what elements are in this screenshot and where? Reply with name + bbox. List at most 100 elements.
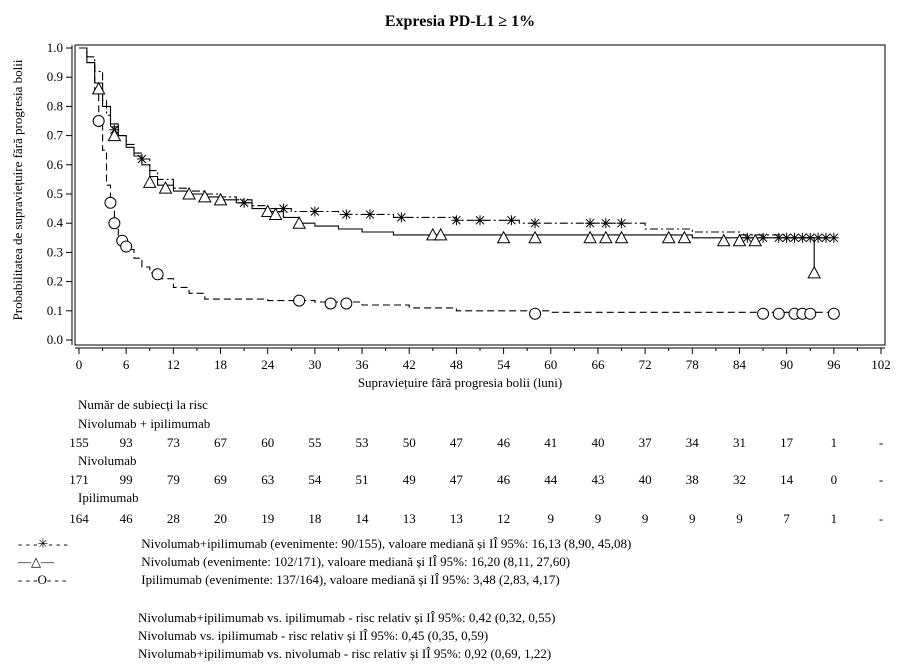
censor-mark-star [758,232,769,243]
risk-value: - [878,511,884,526]
legend-symbol-circle: - - -O- - - [18,572,67,587]
risk-value: 79 [166,472,180,487]
risk-value: 9 [689,511,696,526]
censor-mark-triangle [197,189,212,203]
km-chart: Expresia PD-L1 ≥ 1% 0 6 12 18 24 30 36 42 48 54 60… [10,13,891,390]
risk-value: 13 [449,511,463,526]
risk-value: 53 [355,435,369,450]
censor-mark-triangle [158,181,173,194]
risk-value: 9 [641,511,649,526]
risk-value: 38 [685,472,699,487]
risk-value: 47 [449,472,463,487]
censor-mark-circle [340,297,353,310]
censor-mark-circle [151,268,164,281]
censor-mark-star [530,218,541,229]
risk-value: 7 [783,511,790,526]
legend-symbol-star: - - -✳- - - [18,536,68,551]
censor-mark-star [278,203,289,214]
risk-value: 13 [402,511,416,526]
y-tick-label: 0.9 [47,69,63,84]
censor-mark-star [396,212,407,223]
y-tick-label: 0.4 [47,215,64,230]
censor-mark-circle [324,297,337,310]
risk-value: 73 [166,435,180,450]
risk-value: 155 [69,435,89,450]
legend-entry-1: - - -✳- - - Nivolumab+ipilimumab (evenim… [18,536,631,552]
y-tick-label: 1.0 [47,40,63,55]
x-tick-label: 30 [308,357,321,372]
x-tick-label: 84 [733,357,747,372]
risk-value: 54 [308,472,322,487]
comparison-1: Nivolumab+ipilimumab vs. ipilimumab - ri… [138,610,556,625]
comparison-2: Nivolumab vs. ipilimumab - risc relativ … [138,628,489,643]
censor-mark-circle [757,307,770,320]
x-tick-label: 0 [76,357,83,372]
legend-symbol-triangle: —△— [18,554,54,569]
x-tick-label: 24 [261,357,275,372]
y-tick-label: 0.5 [47,186,63,201]
censor-mark-triangle [583,230,597,244]
risk-value: 31 [732,435,746,450]
risk-value: 34 [685,435,699,450]
censor-mark-triangle [614,230,629,244]
censor-mark-star [136,153,147,164]
censor-mark-triangle [748,233,763,247]
x-axis-label: Supraviețuire fără progresia bolii (luni… [358,375,562,390]
risk-value: 171 [69,472,89,487]
plot-frame [74,44,886,346]
risk-value: 19 [261,511,275,526]
y-tick-label: 0.6 [47,157,64,172]
x-tick-label: 48 [450,357,463,372]
censor-mark-triangle [677,230,692,244]
censor-mark-circle [827,307,840,320]
censor-mark-triangle [528,230,542,244]
legend-text: Nivolumab (evenimente: 102/171), valoare… [141,554,571,569]
x-tick-label: 90 [780,357,793,372]
censor-mark-circle [772,307,785,320]
series-layer [79,47,840,320]
risk-value: 41 [544,435,558,450]
risk-group-label: Ipilimumab [78,490,139,505]
risk-value: 63 [261,472,275,487]
censor-mark-star [451,215,462,226]
risk-value: 46 [497,472,511,487]
censor-mark-triangle [91,81,106,95]
censor-mark-triangle [107,128,122,142]
censor-mark-star [828,232,839,243]
censor-mark-circle [104,196,117,209]
censor-mark-triangle [598,230,613,244]
risk-value: - [878,435,884,450]
censor-mark-star [781,232,792,243]
risk-value: 46 [119,511,133,526]
y-tick-label: 0.2 [47,274,63,289]
censor-mark-star [506,215,517,226]
censor-mark-circle [92,115,105,127]
risk-value: 67 [214,435,228,450]
legend-entry-3: - - -O- - - Ipilimumab (evenimente: 137/… [18,572,560,588]
axis-ticks: 0 6 12 18 24 30 36 42 48 54 60 66 72 78 84 90 96 102 0.0 0.… [47,40,891,372]
risk-group-label: Nivolumab [78,453,137,468]
risk-value: 1 [830,435,838,450]
risk-value: 9 [736,511,743,526]
risk-value: 47 [449,435,463,450]
risk-value: 14 [355,511,369,526]
censor-mark-triangle [732,233,747,247]
risk-value: 17 [780,435,794,450]
censor-mark-triangle [716,233,731,247]
x-tick-label: 12 [167,357,180,372]
censor-mark-star [309,206,320,217]
risk-value: 18 [308,511,322,526]
censor-mark-triangle [661,230,676,244]
risk-value: 46 [497,435,511,450]
censor-mark-triangle [182,186,196,200]
censor-mark-star [585,218,596,229]
risk-value: 55 [308,435,322,450]
legend-text: Nivolumab+ipilimumab (evenimente: 90/155… [141,536,632,551]
legend-entry-2: —△— Nivolumab (evenimente: 102/171), val… [18,554,570,570]
censor-mark-triangle [268,207,283,220]
comparison-3: Nivolumab+ipilimumab vs. nivolumab - ris… [138,646,552,661]
risk-value: 164 [69,511,89,526]
censor-mark-triangle [496,230,511,244]
x-tick-label: 66 [591,357,605,372]
censor-mark-star [600,218,611,229]
